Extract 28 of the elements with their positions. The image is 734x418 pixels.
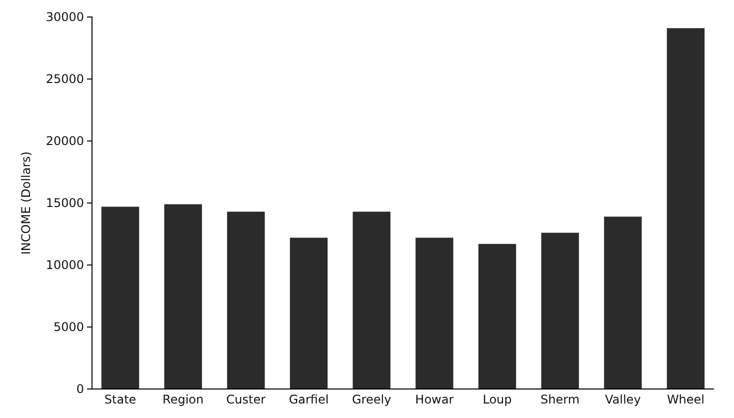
bar	[541, 232, 579, 389]
x-tick-label: Valley	[605, 392, 641, 407]
bar	[416, 238, 454, 389]
x-tick-label: Wheel	[666, 392, 705, 407]
x-tick-label: Loup	[482, 392, 512, 407]
y-tick-label: 15000	[46, 196, 84, 210]
x-tick-label: Sherm	[540, 392, 580, 407]
x-tick-label: Custer	[226, 392, 266, 407]
y-tick-label: 30000	[46, 10, 84, 24]
bar	[227, 212, 265, 389]
y-tick-label: 20000	[46, 134, 84, 148]
y-tick-label: 25000	[46, 72, 84, 86]
bar	[478, 244, 516, 389]
x-tick-label: Greely	[352, 392, 392, 407]
x-tick-label: State	[104, 392, 136, 407]
bar	[290, 238, 328, 389]
bar	[352, 212, 390, 389]
y-tick-label: 10000	[46, 258, 84, 272]
bar	[101, 206, 140, 389]
y-axis-title: INCOME (Dollars)	[19, 151, 33, 255]
bar	[666, 28, 705, 389]
x-tick-label: Howar	[415, 392, 454, 407]
x-tick-label: Garfiel	[288, 392, 329, 407]
y-tick-label: 0	[76, 382, 84, 396]
x-tick-label: Region	[162, 392, 204, 407]
bar	[164, 204, 202, 389]
bar	[604, 216, 642, 389]
y-tick-label: 5000	[53, 320, 84, 334]
